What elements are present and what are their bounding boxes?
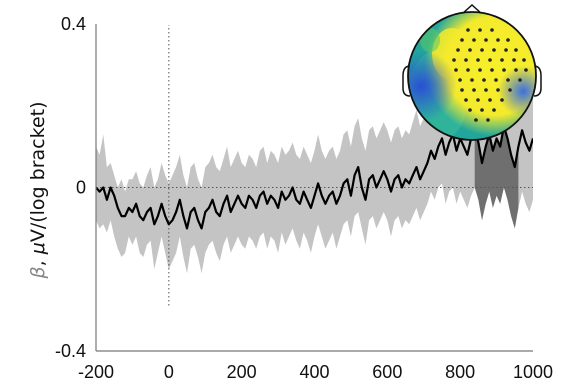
electrode-dot — [456, 48, 460, 52]
electrode-dot — [496, 88, 500, 92]
electrode-dots — [452, 28, 528, 122]
y-tick-label: -0.4 — [55, 341, 86, 361]
electrode-dot — [474, 118, 478, 122]
electrode-dot — [476, 98, 480, 102]
y-axis-label: β, μV/(log bracket) — [27, 102, 49, 280]
electrode-dot — [518, 78, 522, 82]
x-tick-label: 400 — [299, 362, 329, 382]
x-tick-label: 200 — [227, 362, 257, 382]
electrode-dot — [452, 58, 456, 62]
electrode-dot — [480, 48, 484, 52]
electrode-dot — [524, 68, 528, 72]
electrode-dot — [512, 58, 516, 62]
electrode-dot — [490, 68, 494, 72]
x-tick-label: 0 — [164, 362, 174, 382]
electrode-dot — [500, 58, 504, 62]
x-tick-label: 600 — [372, 362, 402, 382]
electrode-dot — [486, 118, 490, 122]
electrode-dot — [514, 48, 518, 52]
electrode-dot — [496, 38, 500, 42]
y-tick-label: 0.4 — [61, 14, 86, 34]
electrode-dot — [502, 68, 506, 72]
electrode-dot — [488, 98, 492, 102]
electrode-dot — [490, 28, 494, 32]
electrode-dot — [484, 38, 488, 42]
electrode-dot — [482, 78, 486, 82]
electrode-dot — [466, 68, 470, 72]
electrode-dot — [472, 38, 476, 42]
electrode-dot — [492, 108, 496, 112]
electrode-dot — [506, 38, 510, 42]
electrode-dot — [468, 48, 472, 52]
electrode-dot — [504, 48, 508, 52]
electrode-dot — [478, 68, 482, 72]
x-tick-label: 800 — [445, 362, 475, 382]
electrode-dot — [492, 48, 496, 52]
electrode-dot — [464, 58, 468, 62]
electrode-dot — [458, 78, 462, 82]
electrode-dot — [470, 78, 474, 82]
electrode-dot — [488, 58, 492, 62]
electrode-dot — [506, 78, 510, 82]
electrode-dot — [476, 58, 480, 62]
electrode-dot — [454, 68, 458, 72]
electrode-dot — [460, 88, 464, 92]
x-tick-label: -200 — [78, 362, 114, 382]
head-outline — [407, 11, 537, 141]
electrode-dot — [472, 88, 476, 92]
electrode-dot — [480, 108, 484, 112]
electrode-dot — [514, 68, 518, 72]
electrode-dot — [484, 88, 488, 92]
electrode-dot — [464, 98, 468, 102]
y-tick-label: 0 — [76, 178, 86, 198]
electrode-dot — [522, 58, 526, 62]
electrode-dot — [478, 28, 482, 32]
electrode-dot — [466, 28, 470, 32]
confidence-band — [96, 60, 533, 274]
electrode-dot — [500, 98, 504, 102]
x-tick-label: 1000 — [513, 362, 553, 382]
electrode-dot — [468, 108, 472, 112]
electrode-dot — [494, 78, 498, 82]
electrode-dot — [508, 88, 512, 92]
electrode-dot — [460, 38, 464, 42]
